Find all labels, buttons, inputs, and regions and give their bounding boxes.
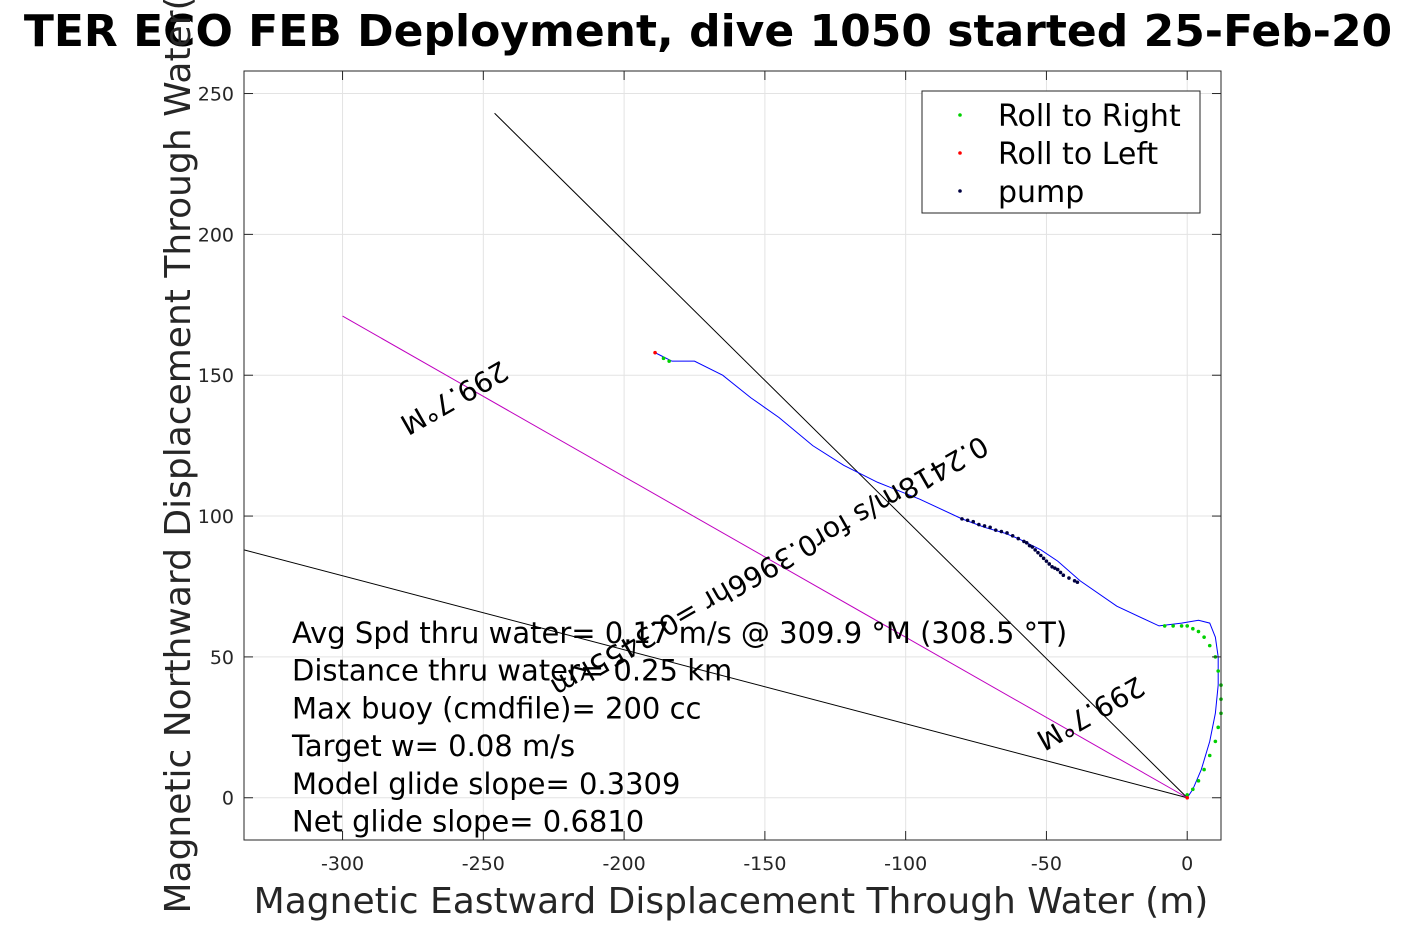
reference-line (243, 549, 1188, 799)
data-point (1207, 753, 1212, 758)
data-point (1067, 576, 1071, 580)
stats-line: Avg Spd thru water= 0.17 m/s @ 309.9 °M … (292, 616, 1067, 650)
x-tick-label: -200 (603, 853, 646, 875)
data-point (999, 529, 1004, 534)
data-point (1207, 643, 1212, 648)
reference-line (342, 315, 1188, 799)
data-point (1024, 541, 1029, 545)
data-point (1039, 553, 1043, 558)
stats-line: Model glide slope= 0.3309 (292, 767, 680, 801)
data-point (1027, 543, 1032, 548)
data-point (1050, 564, 1054, 569)
x-tick-label: -250 (462, 853, 505, 875)
legend-marker (958, 189, 962, 193)
chart-title: TER ECO FEB Deployment, dive 1050 starte… (24, 6, 1392, 57)
data-point (1185, 795, 1190, 800)
y-tick-label: 0 (222, 788, 234, 810)
legend-box (921, 90, 1201, 214)
track-line (654, 352, 1219, 799)
y-tick-label: 150 (198, 365, 234, 387)
data-point (1075, 580, 1080, 585)
x-tick-label: -50 (1031, 853, 1062, 875)
data-point (1005, 531, 1009, 535)
data-point (1171, 624, 1175, 628)
data-point (1047, 562, 1052, 566)
stats-line: Max buoy (cmdfile)= 200 cc (292, 691, 701, 725)
y-tick-label: 100 (198, 506, 234, 528)
stats-text: Avg Spd thru water= 0.17 m/s @ 309.9 °M … (291, 616, 1067, 839)
data-point (1185, 793, 1190, 797)
data-point (1033, 548, 1037, 552)
data-point (1053, 566, 1057, 570)
stats-line: Distance thru water= 0.25 km (292, 654, 732, 688)
data-point (1216, 725, 1220, 730)
data-point (1036, 550, 1040, 555)
data-point (1185, 624, 1190, 628)
data-point (1030, 545, 1035, 549)
data-point (1179, 624, 1184, 628)
data-point (653, 350, 657, 355)
data-point (960, 517, 964, 521)
stats-line: Target w= 0.08 m/s (291, 729, 575, 763)
x-tick-label: 0 (1181, 853, 1193, 875)
data-point (1202, 767, 1206, 772)
data-point (977, 522, 981, 527)
reference-line (494, 112, 1188, 799)
legend-marker (958, 113, 962, 117)
data-point (1010, 533, 1015, 538)
data-point (661, 356, 666, 361)
data-point (1202, 635, 1206, 639)
data-point (993, 528, 998, 532)
data-point (1055, 567, 1060, 572)
legend-label: Roll to Left (998, 137, 1158, 172)
data-point (1044, 559, 1049, 563)
x-tick-label: -100 (884, 853, 927, 875)
y-tick-label: 200 (198, 224, 234, 246)
x-tick-label: -150 (743, 853, 786, 875)
data-point (1058, 570, 1063, 575)
y-tick-label: 250 (198, 84, 234, 106)
y-axis-label: Magnetic Northward Displacement Through … (158, 0, 199, 914)
x-axis-label: Magnetic Eastward Displacement Through W… (254, 881, 1209, 922)
data-point (1196, 779, 1201, 783)
axis-ticks: -300 -250 -200 -150 -100 -50 0 0 50 100 150 200 250 (198, 71, 1221, 875)
plot-frame (243, 70, 1222, 841)
data-point (1061, 573, 1066, 578)
data-point (982, 524, 987, 528)
x-tick-label: -300 (321, 853, 364, 875)
data-point (1216, 669, 1220, 673)
legend-label: Roll to Right (998, 99, 1181, 134)
data-point (667, 359, 671, 363)
data-point (1196, 629, 1201, 634)
y-tick-label: 50 (210, 647, 234, 669)
reference-lines (243, 112, 1188, 799)
track (654, 352, 1219, 799)
data-point (1041, 556, 1046, 561)
data-point (1191, 626, 1195, 631)
data-point (1191, 787, 1195, 792)
data-point (1213, 739, 1218, 744)
stats-line: Net glide slope= 0.6810 (292, 805, 644, 839)
grid (244, 71, 1221, 840)
data-point (988, 525, 992, 530)
data-point (1162, 624, 1167, 628)
data-point (1072, 579, 1077, 583)
data-point (965, 518, 970, 523)
data-point (1016, 536, 1021, 541)
data-point (1022, 539, 1026, 544)
legend-label: pump (998, 175, 1084, 210)
data-points (653, 350, 1223, 800)
legend-marker (958, 151, 962, 155)
data-point (971, 519, 976, 524)
